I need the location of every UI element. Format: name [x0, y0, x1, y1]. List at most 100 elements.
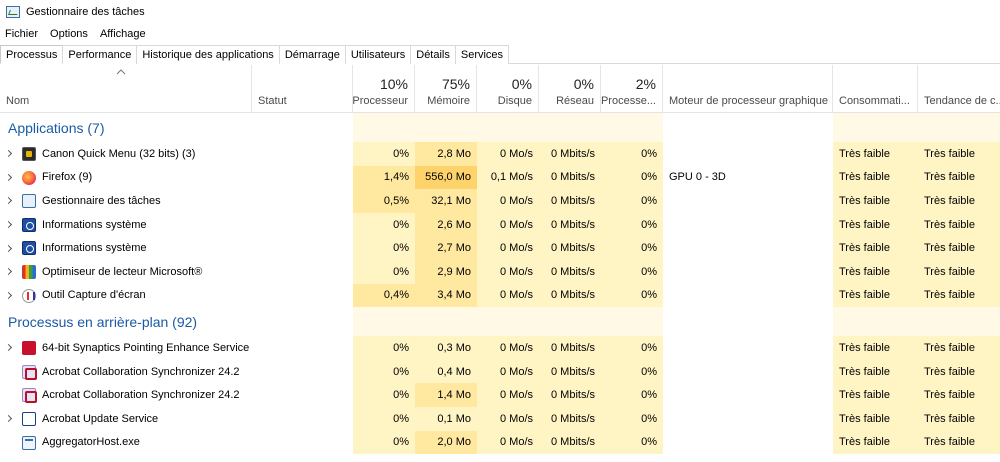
- tab-utilisateurs[interactable]: Utilisateurs: [344, 45, 412, 64]
- chevron-right-icon[interactable]: [4, 166, 13, 190]
- group-cell-bg: [415, 113, 477, 142]
- tab-performance[interactable]: Performance: [62, 45, 138, 64]
- system-info-icon: [22, 217, 36, 232]
- cell-trend: Très faible: [918, 383, 1000, 407]
- column-header-status[interactable]: Statut: [252, 65, 353, 112]
- cell-disk: 0 Mo/s: [477, 212, 539, 237]
- tab-historique-applications[interactable]: Historique des applications: [136, 45, 280, 64]
- cell-mem: 0,1 Mo: [415, 407, 477, 431]
- column-header-gpu-engine[interactable]: Moteur de processeur graphique: [663, 65, 833, 112]
- process-row[interactable]: Acrobat Collaboration Synchronizer 24.2 0…: [0, 383, 1000, 407]
- cell-net: 0 Mbits/s: [539, 236, 601, 260]
- chevron-right-icon[interactable]: [4, 336, 13, 360]
- memory-total-percent: 75%: [441, 76, 470, 92]
- cell-mem: 2,7 Mo: [415, 236, 477, 260]
- group-cell-bg: [353, 307, 415, 337]
- cpu-total-percent: 10%: [379, 76, 408, 92]
- menu-bar: Fichier Options Affichage: [0, 24, 158, 44]
- group-cell-bg: [353, 113, 415, 142]
- cell-cpu: 0%: [353, 407, 415, 431]
- column-header-network[interactable]: 0% Réseau: [539, 65, 601, 112]
- sort-ascending-icon: [116, 69, 126, 75]
- process-row[interactable]: Informations système 0% 2,6 Mo 0 Mo/s 0 Mbit…: [0, 212, 1000, 237]
- group-cell-bg: [539, 307, 601, 337]
- cell-trend: Très faible: [918, 212, 1000, 237]
- column-header-memory[interactable]: 75% Mémoire: [415, 65, 477, 112]
- chevron-right-icon[interactable]: [4, 407, 13, 431]
- cell-trend: Très faible: [918, 236, 1000, 260]
- column-header-name[interactable]: Nom: [0, 65, 252, 112]
- chevron-right-icon[interactable]: [4, 284, 13, 308]
- system-info-icon: [22, 241, 36, 256]
- cell-engine: [663, 213, 833, 237]
- cell-power: Très faible: [833, 260, 918, 284]
- group-cell-bg: [918, 307, 1000, 337]
- tab-processus[interactable]: Processus: [0, 45, 64, 64]
- tab-demarrage[interactable]: Démarrage: [278, 45, 346, 64]
- group-background-processes[interactable]: Processus en arrière-plan (92): [0, 307, 1000, 337]
- process-row[interactable]: Informations système 0% 2,7 Mo 0 Mo/s 0 Mbit…: [0, 236, 1000, 260]
- column-header-power[interactable]: Consommati...: [833, 65, 918, 112]
- group-applications[interactable]: Applications (7): [0, 113, 1000, 142]
- process-row[interactable]: Optimiseur de lecteur Microsoft® 0% 2,9 Mo…: [0, 260, 1000, 284]
- chevron-right-icon[interactable]: [4, 260, 13, 284]
- process-row[interactable]: Outil Capture d'écran 0,4% 3,4 Mo 0 Mo/s 0 M…: [0, 283, 1000, 308]
- cell-power: Très faible: [833, 359, 918, 384]
- process-name: Canon Quick Menu (32 bits) (3): [42, 147, 196, 160]
- cell-gpu: 0%: [601, 430, 663, 455]
- cell-engine: [663, 407, 833, 431]
- cell-net: 0 Mbits/s: [539, 359, 601, 384]
- tab-details[interactable]: Détails: [410, 45, 456, 64]
- chevron-right-icon[interactable]: [4, 189, 13, 213]
- column-label-gpu: Processe...: [600, 95, 656, 107]
- process-row[interactable]: Gestionnaire des tâches 0,5% 32,1 Mo 0 Mo/s…: [0, 189, 1000, 213]
- cell-engine: [663, 142, 833, 166]
- cell-mem: 32,1 Mo: [415, 189, 477, 213]
- cell-mem: 3,4 Mo: [415, 283, 477, 308]
- cell-net: 0 Mbits/s: [539, 165, 601, 190]
- process-name: 64-bit Synaptics Pointing Enhance Servic…: [42, 341, 250, 354]
- disk-total-percent: 0%: [511, 76, 532, 92]
- process-name: Informations système: [42, 218, 147, 231]
- column-header-power-trend[interactable]: Tendance de c...: [918, 65, 1000, 112]
- column-header-gpu[interactable]: 2% Processe...: [601, 65, 663, 112]
- cell-cpu: 0%: [353, 212, 415, 237]
- process-row[interactable]: 64-bit Synaptics Pointing Enhance Servic…: [0, 336, 1000, 360]
- process-name: Informations système: [42, 242, 147, 255]
- tab-services[interactable]: Services: [454, 45, 510, 64]
- group-cell-bg: [415, 307, 477, 337]
- synaptics-icon: [22, 341, 36, 356]
- process-row[interactable]: AggregatorHost.exe 0% 2,0 Mo 0 Mo/s 0 Mbits/…: [0, 430, 1000, 455]
- cell-mem: 2,8 Mo: [415, 142, 477, 166]
- column-label-cpu: Processeur: [352, 95, 408, 107]
- cell-net: 0 Mbits/s: [539, 142, 601, 166]
- cell-gpu: 0%: [601, 189, 663, 213]
- process-name: Optimiseur de lecteur Microsoft®: [42, 265, 203, 278]
- cell-mem: 0,4 Mo: [415, 359, 477, 384]
- chevron-right-icon[interactable]: [4, 236, 13, 260]
- process-row[interactable]: Firefox (9) 1,4% 556,0 Mo 0,1 Mo/s 0 Mbits/s…: [0, 165, 1000, 190]
- group-cell-bg: [601, 307, 663, 337]
- cell-disk: 0 Mo/s: [477, 260, 539, 284]
- cell-cpu: 0%: [353, 383, 415, 407]
- cell-power: Très faible: [833, 283, 918, 308]
- cell-engine: [663, 336, 833, 360]
- menu-options[interactable]: Options: [50, 28, 88, 40]
- cell-engine: [663, 236, 833, 260]
- chevron-right-icon[interactable]: [4, 142, 13, 166]
- cell-disk: 0 Mo/s: [477, 142, 539, 166]
- process-row[interactable]: Canon Quick Menu (32 bits) (3) 0% 2,8 Mo 0 …: [0, 142, 1000, 166]
- cell-engine: [663, 189, 833, 213]
- cell-engine: GPU 0 - 3D: [669, 171, 726, 184]
- column-header-cpu[interactable]: 10% Processeur: [352, 65, 415, 112]
- firefox-icon: [22, 170, 36, 185]
- chevron-right-icon[interactable]: [4, 213, 13, 237]
- menu-fichier[interactable]: Fichier: [5, 28, 39, 40]
- cell-trend: Très faible: [918, 260, 1000, 284]
- menu-affichage[interactable]: Affichage: [99, 28, 146, 40]
- process-row[interactable]: Acrobat Collaboration Synchronizer 24.2 0…: [0, 359, 1000, 384]
- column-header-disk[interactable]: 0% Disque: [477, 65, 539, 112]
- process-row[interactable]: Acrobat Update Service 0% 0,1 Mo 0 Mo/s 0 Mb…: [0, 407, 1000, 431]
- task-manager-icon: [6, 6, 20, 18]
- process-name: Acrobat Update Service: [42, 412, 159, 425]
